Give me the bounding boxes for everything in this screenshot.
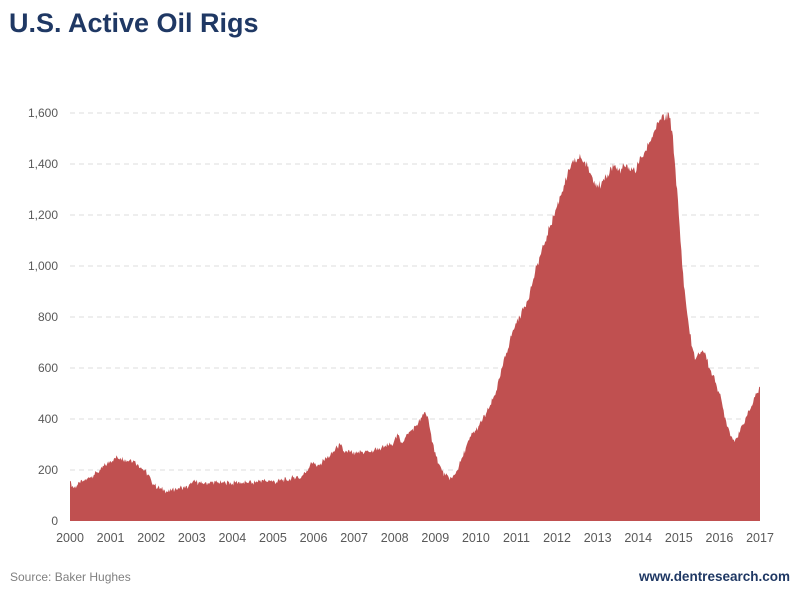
x-tick-label: 2002 (137, 531, 166, 545)
x-tick-label: 2009 (421, 531, 450, 545)
x-tick-label: 2004 (218, 531, 247, 545)
y-tick-label: 800 (37, 310, 58, 324)
x-tick-label: 2013 (583, 531, 612, 545)
x-tick-label: 2012 (543, 531, 571, 545)
x-tick-label: 2001 (96, 531, 125, 545)
x-tick-label: 2017 (746, 531, 774, 545)
y-tick-label: 600 (37, 361, 58, 375)
y-tick-label: 200 (37, 463, 58, 477)
x-tick-label: 2000 (56, 531, 84, 545)
x-tick-label: 2014 (624, 531, 653, 545)
y-tick-label: 1,600 (27, 106, 58, 120)
source-text: Source: Baker Hughes (10, 570, 131, 584)
x-tick-label: 2005 (259, 531, 287, 545)
y-tick-label: 1,000 (27, 259, 58, 273)
y-tick-label: 1,400 (27, 157, 58, 171)
rig-area-chart (70, 112, 760, 521)
y-tick-label: 0 (51, 514, 58, 528)
x-tick-label: 2007 (340, 531, 369, 545)
x-tick-label: 2003 (177, 531, 206, 545)
x-tick-label: 2006 (299, 531, 328, 545)
website-link[interactable]: www.dentresearch.com (638, 569, 790, 584)
x-tick-label: 2016 (705, 531, 734, 545)
y-tick-label: 400 (37, 412, 58, 426)
x-tick-label: 2015 (664, 531, 693, 545)
x-tick-label: 2008 (380, 531, 409, 545)
x-tick-label: 2010 (461, 531, 490, 545)
page-title: U.S. Active Oil Rigs (9, 8, 259, 38)
area-series (70, 112, 760, 521)
x-tick-label: 2011 (503, 531, 530, 545)
y-tick-label: 1,200 (27, 208, 58, 222)
